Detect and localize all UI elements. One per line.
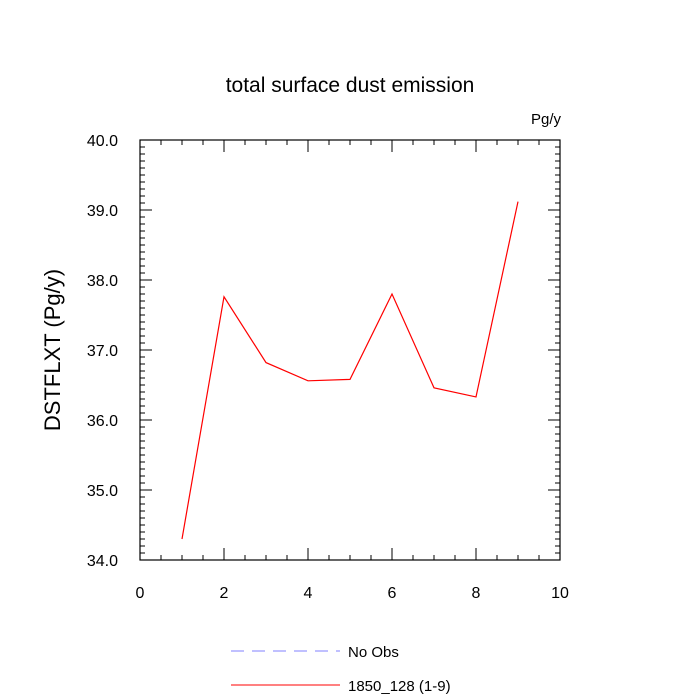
plot-frame	[139, 139, 561, 561]
y-tick-label: 36.0	[87, 413, 118, 430]
series-layer	[181, 201, 519, 540]
series-line	[181, 201, 519, 540]
x-tick-label: 6	[388, 585, 397, 602]
y-tick-label: 35.0	[87, 483, 118, 500]
chart-title: total surface dust emission	[226, 74, 475, 97]
y-tick-label: 40.0	[87, 133, 118, 150]
x-tick-label: 4	[304, 585, 313, 602]
x-axis: 0 2 4 6 8 10	[136, 140, 569, 602]
legend-label: No Obs	[348, 644, 399, 661]
x-tick-label: 2	[220, 585, 229, 602]
legend: No Obs 1850_128 (1-9)	[231, 644, 451, 695]
y-tick-label: 37.0	[87, 343, 118, 360]
y-tick-label: 39.0	[87, 203, 118, 220]
legend-label: 1850_128 (1-9)	[348, 678, 451, 695]
x-tick-label: 0	[136, 585, 145, 602]
y-axis: 34.0 35.0 36.0 37.0 38.0 39.0 40.0	[87, 133, 560, 570]
units-label: Pg/y	[531, 111, 562, 128]
x-tick-label: 10	[551, 585, 569, 602]
y-tick-label: 38.0	[87, 273, 118, 290]
y-tick-label: 34.0	[87, 553, 118, 570]
y-axis-label: DSTFLXT (Pg/y)	[40, 269, 65, 431]
x-tick-label: 8	[472, 585, 481, 602]
